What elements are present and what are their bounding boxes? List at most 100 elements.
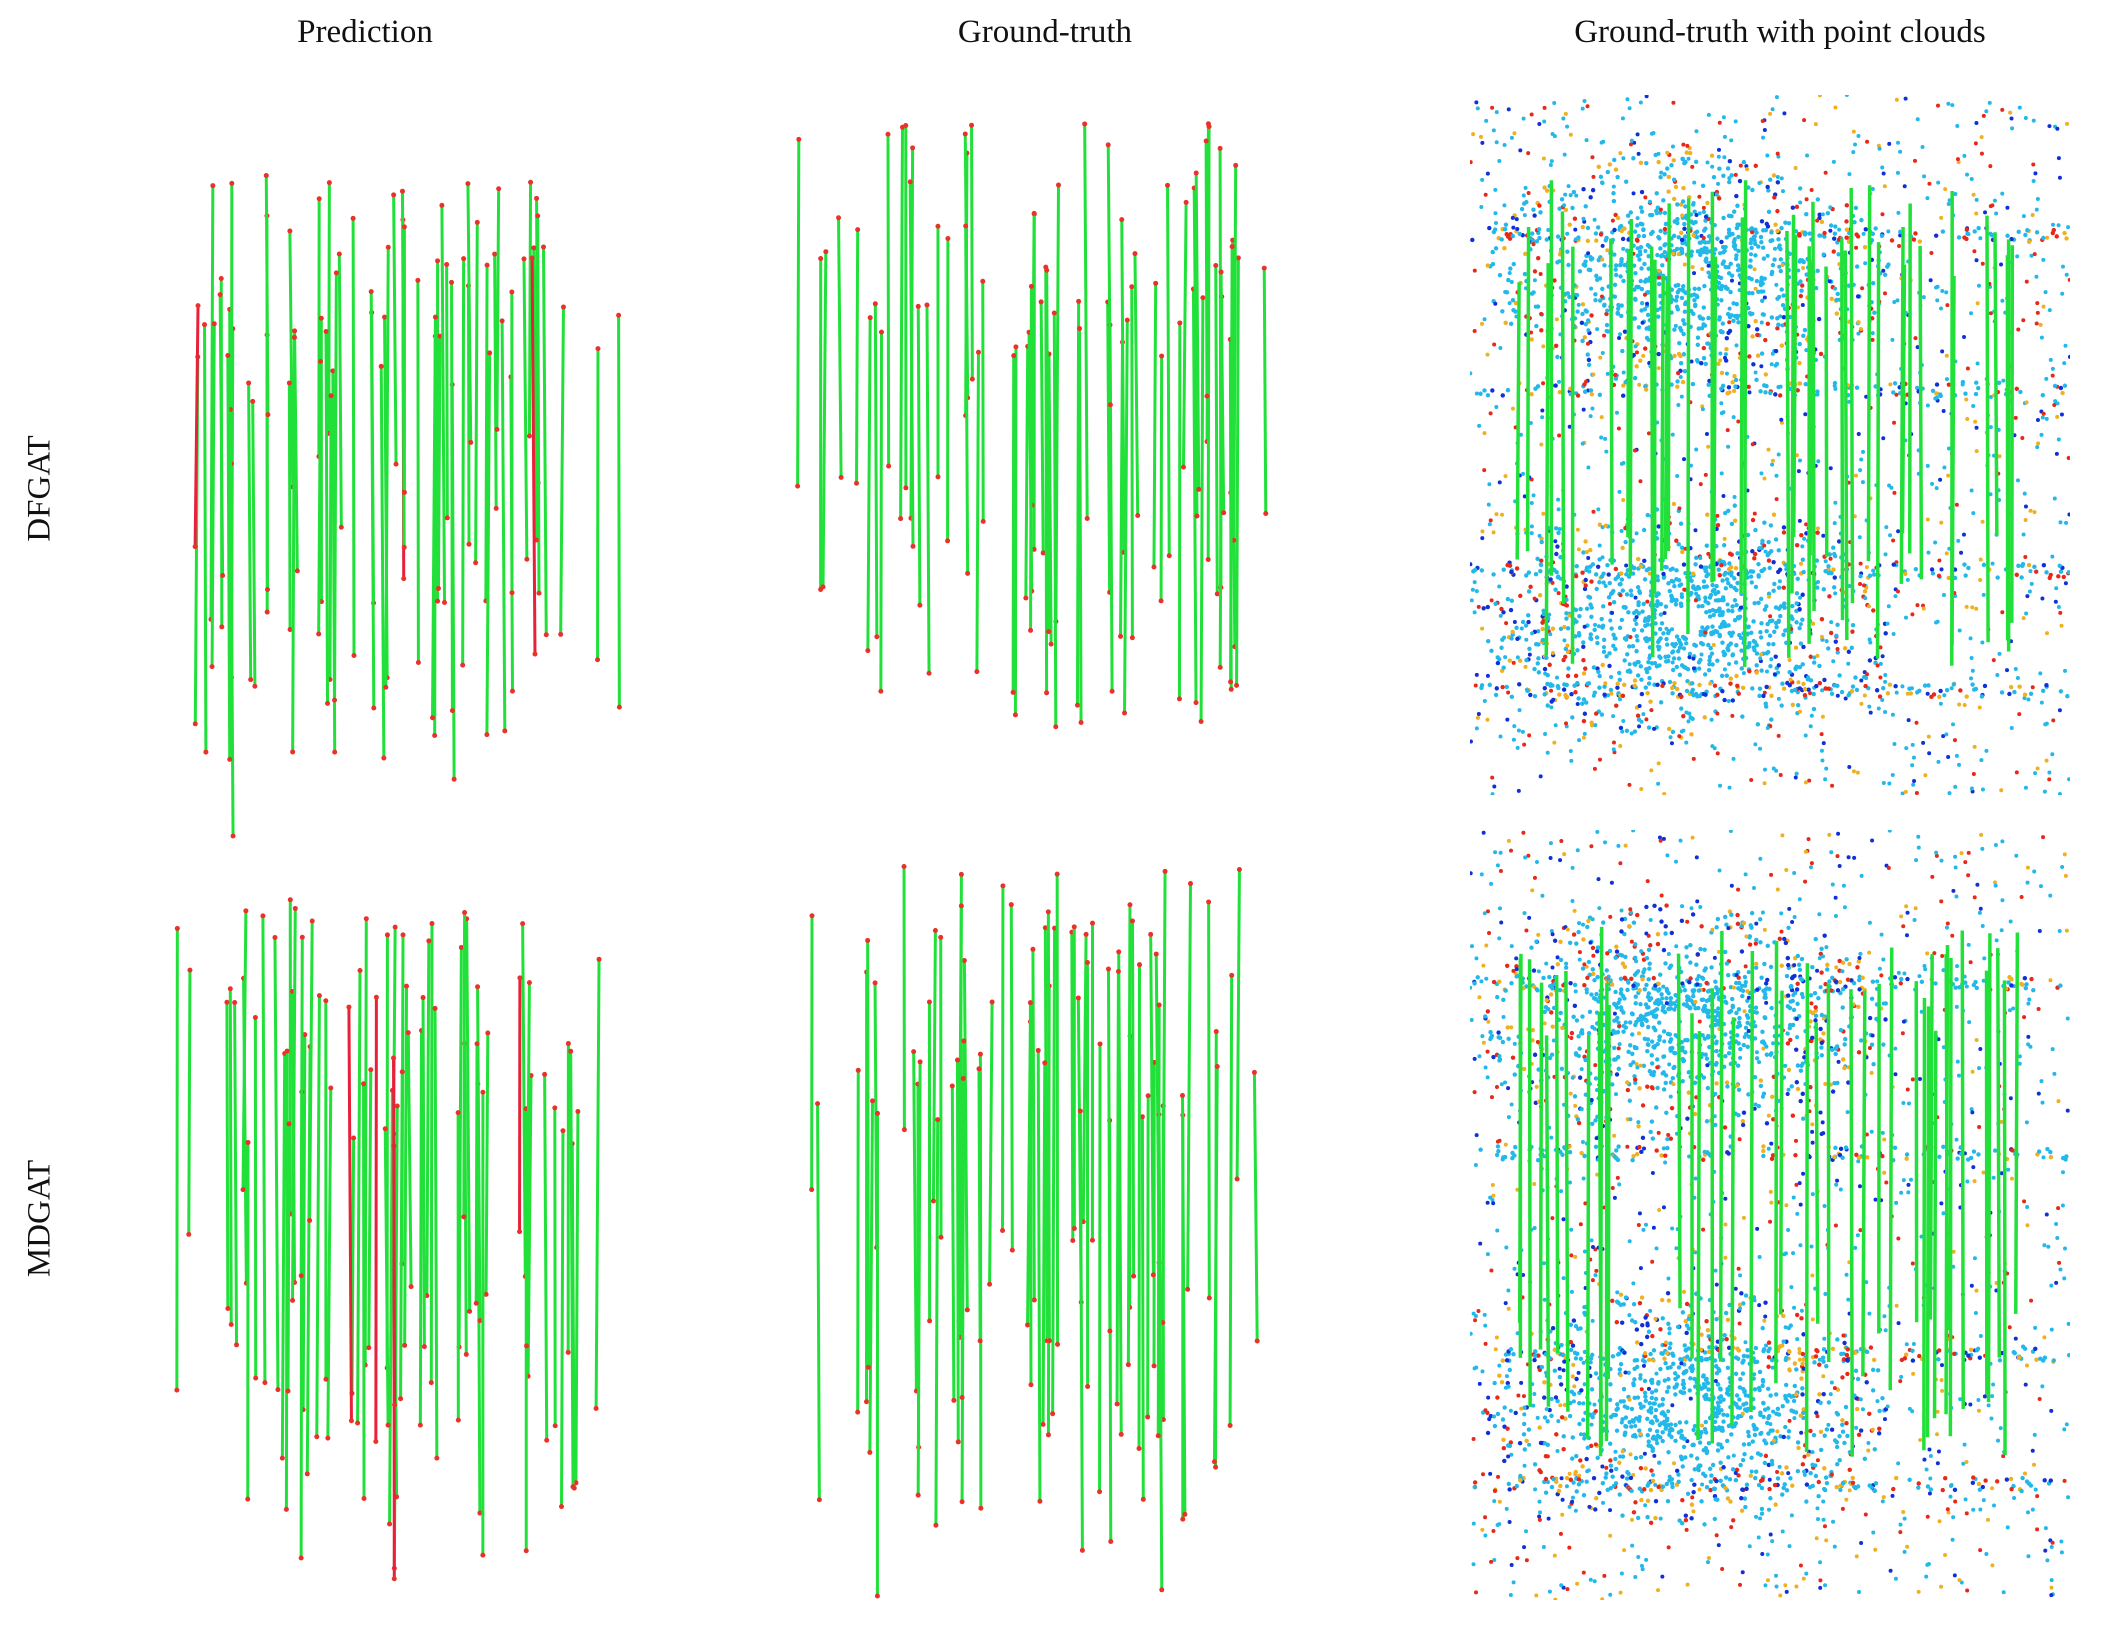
keypoint-marker [444,262,450,268]
correct-match-line [1051,928,1057,1414]
keypoint-marker [885,131,891,137]
keypoint-marker [595,657,601,663]
keypoint-marker [910,145,916,151]
correct-match-line [418,1030,423,1426]
correct-match-line [291,908,297,1301]
keypoint-marker [294,568,300,574]
correct-match-line [1028,1002,1033,1385]
correct-match-line [1083,123,1089,519]
correct-match-line [1960,930,1965,1409]
keypoint-marker [480,1552,486,1558]
keypoint-marker [1048,641,1054,647]
correct-match-line [559,307,565,635]
correct-match-line [1628,219,1634,576]
keypoint-marker [616,312,622,318]
keypoint-marker [1132,251,1138,257]
keypoint-marker [1198,718,1204,724]
keypoint-marker [1176,696,1182,702]
correct-match-line [301,1034,307,1410]
keypoint-marker [1188,881,1194,887]
keypoint-marker [309,918,315,924]
correct-match-line [403,986,409,1346]
keypoint-marker [980,518,986,524]
keypoint-marker [460,662,466,668]
keypoint-marker [392,924,398,930]
keypoint-marker [209,664,215,670]
correct-match-line [934,1119,940,1526]
point-cloud [1470,830,2070,1600]
correct-match-line [856,1070,860,1413]
correct-match-line [522,258,529,560]
keypoint-marker [1213,263,1219,269]
keypoint-marker [219,624,225,630]
keypoint-marker [1071,924,1077,930]
keypoint-marker [969,376,975,382]
panel-mdgat-ground-truth-point-clouds [1470,830,2070,1600]
keypoint-marker [1028,283,1034,289]
keypoint-marker [565,1040,571,1046]
correct-match-line [225,1002,230,1309]
keypoint-marker [935,223,941,229]
correct-match-line [868,1100,875,1453]
keypoint-marker [938,1234,944,1240]
keypoint-marker [1194,513,1200,519]
keypoint-marker [1051,310,1057,316]
keypoint-marker [570,1484,576,1490]
keypoint-marker [524,556,530,562]
keypoint-marker [1045,1432,1051,1438]
keypoint-marker [473,1300,479,1306]
keypoint-marker [796,136,802,142]
keypoint-marker [378,363,384,369]
correct-match-line [526,1075,533,1377]
column-title-ground-truth: Ground-truth [957,14,1133,50]
correct-match-line [1666,203,1671,552]
keypoint-marker [1031,1297,1037,1303]
keypoint-marker [932,928,938,934]
keypoint-marker [290,1297,296,1303]
keypoint-marker [1151,1363,1157,1369]
correct-match-line [326,1087,333,1439]
keypoint-marker [573,1480,579,1486]
correct-match-line [1052,312,1058,727]
correct-match-line [1232,165,1238,541]
keypoint-marker [969,122,975,128]
keypoint-marker [872,301,878,307]
keypoint-marker [1085,1383,1091,1389]
keypoint-marker [865,937,871,943]
correct-match-line [1206,126,1211,560]
correct-match-line [485,352,492,735]
correct-match-line [228,409,235,837]
keypoint-marker [855,227,861,233]
keypoint-marker [234,1342,240,1348]
keypoint-marker [523,1548,529,1554]
keypoint-marker [1118,633,1124,639]
keypoint-marker [976,1066,982,1072]
keypoint-marker [232,999,238,1005]
keypoint-marker [903,123,909,129]
keypoint-marker [542,1071,548,1077]
wrong-match-line [374,997,378,1442]
correct-match-line [337,253,343,528]
keypoint-marker [536,590,542,596]
keypoint-marker [520,921,526,927]
correct-match-line [1849,989,1855,1457]
keypoint-marker [1151,564,1157,570]
correct-match-line [315,995,321,1437]
correct-match-line [1204,140,1209,397]
correct-match-line [2014,932,2020,1314]
keypoint-marker [974,669,980,675]
keypoint-marker [220,572,226,578]
keypoint-marker [228,1322,234,1328]
correct-match-line [1011,355,1016,693]
correct-match-line [462,912,467,1217]
keypoint-marker [1040,1421,1046,1427]
keypoint-marker [930,1198,936,1204]
keypoint-marker [292,328,298,334]
keypoint-marker [1084,515,1090,521]
keypoint-marker [836,215,842,221]
correct-match-line [1029,286,1033,631]
correct-match-line [1849,188,1855,604]
keypoint-marker [543,632,549,638]
keypoint-marker [492,251,498,257]
keypoint-marker [391,192,397,198]
